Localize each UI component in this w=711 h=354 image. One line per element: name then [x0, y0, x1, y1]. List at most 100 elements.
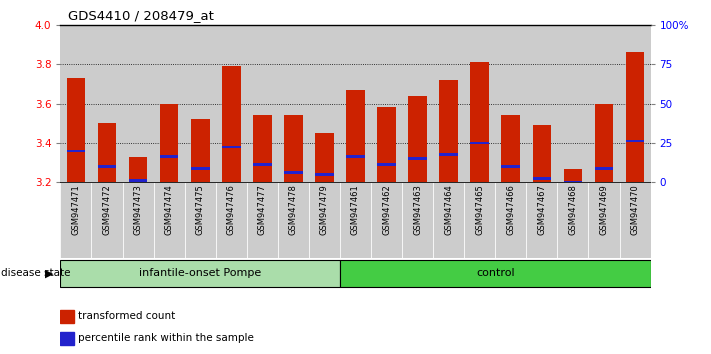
Bar — [471, 142, 489, 144]
Bar — [402, 25, 433, 182]
Text: GSM947474: GSM947474 — [165, 184, 173, 235]
Text: GSM947470: GSM947470 — [631, 184, 639, 235]
Bar — [501, 115, 520, 182]
Bar — [154, 182, 185, 258]
Bar — [340, 182, 371, 258]
Bar — [340, 25, 371, 182]
Bar — [67, 149, 85, 152]
Bar — [439, 154, 458, 156]
Bar — [191, 119, 210, 182]
Text: GSM947466: GSM947466 — [506, 184, 515, 235]
Text: GSM947469: GSM947469 — [599, 184, 609, 235]
Bar — [309, 25, 340, 182]
Text: transformed count: transformed count — [78, 312, 176, 321]
Bar — [97, 165, 117, 168]
Text: GSM947464: GSM947464 — [444, 184, 453, 235]
Text: GDS4410 / 208479_at: GDS4410 / 208479_at — [68, 9, 213, 22]
Bar — [626, 52, 644, 182]
Text: GSM947475: GSM947475 — [196, 184, 205, 235]
Text: GSM947462: GSM947462 — [382, 184, 391, 235]
Bar — [60, 25, 92, 182]
Bar — [215, 182, 247, 258]
Bar — [92, 25, 122, 182]
Bar — [122, 182, 154, 258]
Bar — [496, 182, 526, 258]
Text: percentile rank within the sample: percentile rank within the sample — [78, 333, 254, 343]
Bar — [278, 25, 309, 182]
Bar — [284, 115, 303, 182]
Text: infantile-onset Pompe: infantile-onset Pompe — [139, 268, 262, 278]
Bar — [315, 133, 333, 182]
Bar — [564, 169, 582, 182]
Text: disease state: disease state — [1, 268, 70, 279]
Bar — [464, 182, 496, 258]
Bar — [471, 62, 489, 182]
Text: GSM947476: GSM947476 — [227, 184, 236, 235]
Text: GSM947471: GSM947471 — [72, 184, 80, 235]
Bar — [185, 182, 215, 258]
Text: ▶: ▶ — [45, 268, 53, 279]
Bar — [67, 78, 85, 182]
Bar — [526, 25, 557, 182]
Text: GSM947478: GSM947478 — [289, 184, 298, 235]
Bar — [278, 182, 309, 258]
Bar — [378, 108, 396, 182]
Bar — [129, 157, 147, 182]
Bar — [247, 25, 278, 182]
Bar — [129, 179, 147, 182]
Bar — [60, 310, 74, 323]
Bar — [247, 182, 278, 258]
Bar — [557, 182, 589, 258]
Bar — [222, 145, 240, 148]
Bar — [501, 165, 520, 168]
Bar — [564, 181, 582, 184]
Bar — [408, 96, 427, 182]
Bar — [154, 25, 185, 182]
Bar — [626, 140, 644, 142]
Bar — [253, 163, 272, 166]
Text: GSM947479: GSM947479 — [320, 184, 329, 235]
Bar — [533, 177, 551, 179]
Text: GSM947467: GSM947467 — [538, 184, 546, 235]
Bar — [496, 25, 526, 182]
Bar — [557, 25, 589, 182]
Text: GSM947465: GSM947465 — [475, 184, 484, 235]
Bar — [97, 123, 117, 182]
Bar — [589, 182, 619, 258]
Bar — [526, 182, 557, 258]
Bar — [284, 171, 303, 174]
Bar — [340, 260, 651, 287]
Bar — [378, 163, 396, 166]
Text: GSM947473: GSM947473 — [134, 184, 143, 235]
Text: control: control — [476, 268, 515, 278]
Text: GSM947477: GSM947477 — [258, 184, 267, 235]
Bar — [433, 182, 464, 258]
Bar — [253, 115, 272, 182]
Bar — [60, 182, 92, 258]
Bar — [60, 260, 340, 287]
Bar — [533, 125, 551, 182]
Bar — [160, 155, 178, 158]
Text: GSM947461: GSM947461 — [351, 184, 360, 235]
Bar — [594, 167, 614, 170]
Bar — [594, 103, 614, 182]
Bar — [160, 103, 178, 182]
Text: GSM947463: GSM947463 — [413, 184, 422, 235]
Bar — [464, 25, 496, 182]
Bar — [185, 25, 215, 182]
Bar — [346, 155, 365, 158]
Bar — [315, 173, 333, 176]
Bar — [402, 182, 433, 258]
Bar — [191, 167, 210, 170]
Bar — [619, 25, 651, 182]
Text: GSM947468: GSM947468 — [568, 184, 577, 235]
Bar — [371, 182, 402, 258]
Bar — [619, 182, 651, 258]
Bar — [60, 332, 74, 345]
Bar — [371, 25, 402, 182]
Bar — [408, 158, 427, 160]
Bar — [309, 182, 340, 258]
Bar — [439, 80, 458, 182]
Bar — [92, 182, 122, 258]
Bar — [589, 25, 619, 182]
